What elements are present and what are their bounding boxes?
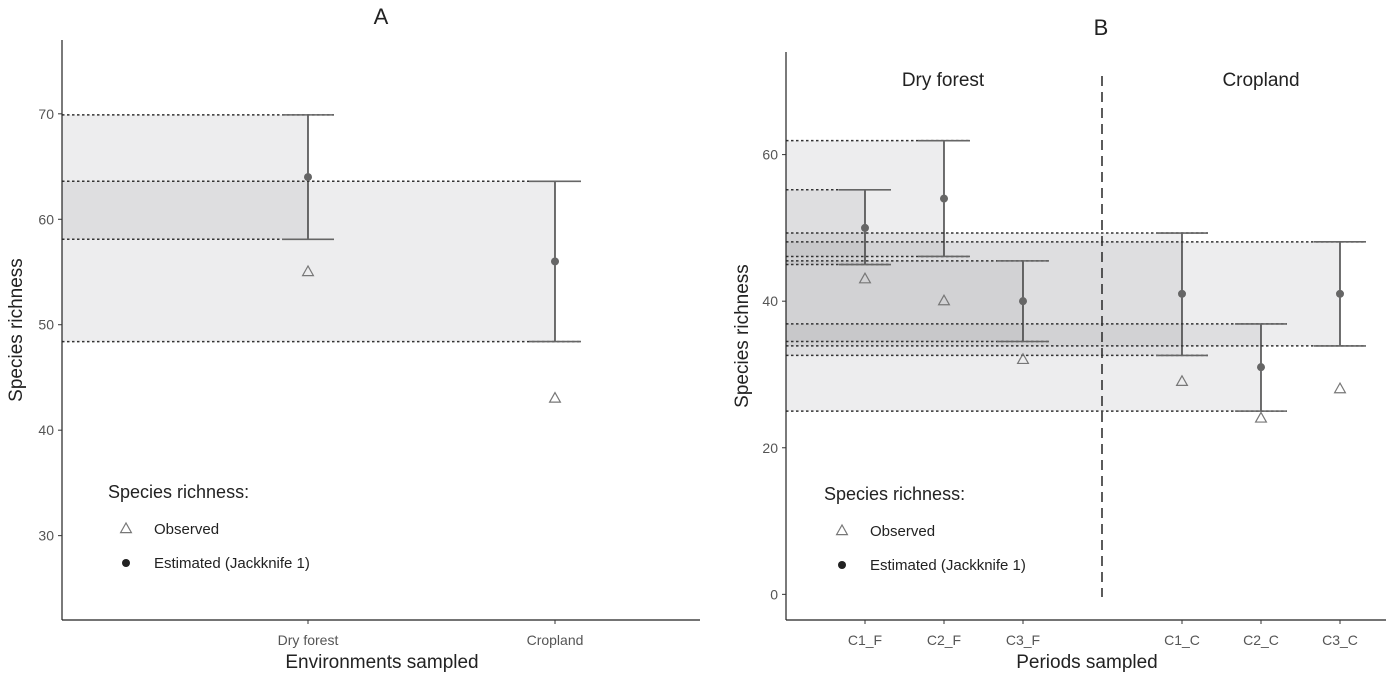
y-tick-label: 50 (38, 317, 54, 333)
legend-observed-marker (119, 521, 133, 534)
estimated-point (1257, 363, 1265, 372)
y-axis-title: Species richness (732, 264, 753, 408)
observed-point (1254, 411, 1268, 423)
observed-point (858, 271, 872, 284)
legend-label: Estimated (Jackknife 1) (154, 555, 310, 572)
legend-title: Species richness: (824, 484, 965, 504)
observed-point (1175, 374, 1189, 387)
ci-band (786, 189, 865, 265)
observed-point (1333, 381, 1347, 394)
x-tick-label: Dry forest (278, 632, 339, 648)
x-axis-title: Periods sampled (1016, 652, 1158, 673)
estimated-point (861, 223, 869, 232)
legend-label: Observed (870, 523, 935, 540)
x-tick-label: C2_C (1243, 632, 1279, 648)
y-tick-label: 60 (38, 211, 54, 227)
estimated-point (551, 257, 559, 266)
ci-band (786, 233, 1182, 356)
x-tick-label: C1_C (1164, 632, 1200, 648)
legend: Species richness: Observed Estimated (Jack… (824, 484, 1026, 574)
y-tick-label: 70 (38, 106, 54, 122)
estimated-point (1019, 297, 1027, 306)
group-label: Cropland (1222, 70, 1299, 91)
estimated-point (1178, 289, 1186, 298)
x-tick-label: C2_F (927, 632, 961, 648)
legend-estimated-marker (122, 559, 130, 567)
y-tick-label: 60 (762, 147, 778, 163)
y-tick-label: 30 (38, 528, 54, 544)
legend-label: Estimated (Jackknife 1) (870, 557, 1026, 574)
ci-band (62, 114, 308, 240)
estimated-point (1336, 289, 1344, 298)
estimated-point (940, 194, 948, 203)
panel-title: A (374, 4, 389, 29)
ci-band (786, 241, 1340, 346)
panel-b: 0 20 40 60 C1_F C2_F C3_F C1_C C2_C C3_C Dry fores… (732, 15, 1386, 673)
panel-a: 30 40 50 60 70 Dry forest Cropland A Environment… (6, 4, 700, 673)
x-tick-label: C3_F (1006, 632, 1040, 648)
observed-point (301, 264, 315, 277)
y-tick-label: 40 (38, 422, 54, 438)
x-tick-label: C3_C (1322, 632, 1358, 648)
ci-band (786, 260, 1023, 342)
x-tick-label: C1_F (848, 632, 882, 648)
panel-title: B (1094, 15, 1109, 40)
y-axis-title: Species richness (6, 258, 27, 402)
legend-observed-marker (835, 523, 849, 536)
legend-label: Observed (154, 521, 219, 538)
estimated-point (304, 173, 312, 182)
legend-title: Species richness: (108, 482, 249, 502)
group-label: Dry forest (902, 70, 985, 91)
x-tick-label: Cropland (527, 632, 584, 648)
y-tick-label: 40 (762, 293, 778, 309)
legend-estimated-marker (838, 561, 846, 569)
observed-point (548, 391, 562, 403)
observed-point (1016, 352, 1030, 365)
y-tick-label: 20 (762, 440, 778, 456)
x-axis-title: Environments sampled (285, 652, 478, 673)
observed-point (937, 293, 951, 306)
y-tick-label: 0 (770, 586, 778, 602)
legend: Species richness: Observed Estimated (Jack… (108, 482, 310, 572)
